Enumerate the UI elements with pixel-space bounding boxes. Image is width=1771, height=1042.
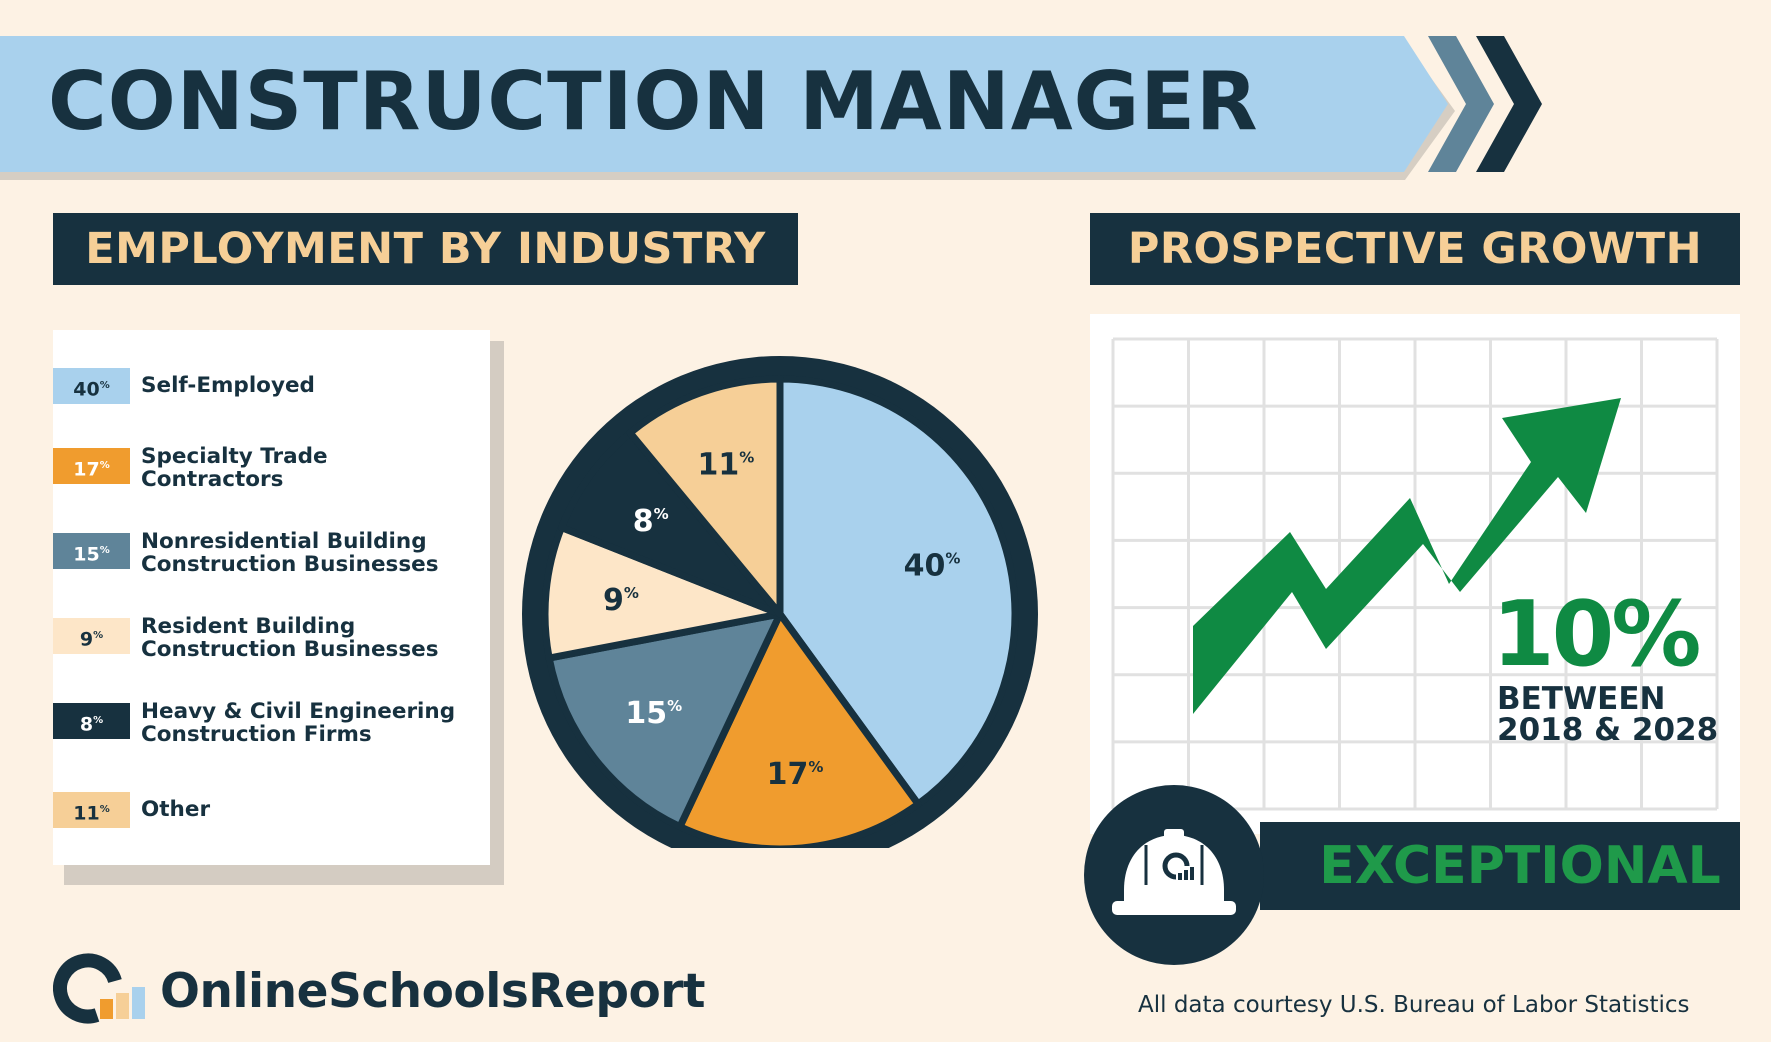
pie-slice-label: 9% (603, 583, 639, 618)
pie-slice (626, 375, 784, 618)
legend-label: Specialty Trade Contractors (141, 445, 486, 491)
growth-period-line2: 2018 & 2028 (1497, 712, 1719, 748)
legend-label: Heavy & Civil Engineering Construction Fi… (141, 700, 486, 746)
pie-slice (541, 523, 784, 662)
employment-pie-chart: 40% 17% 15% 9% 8% 11% (522, 356, 1038, 848)
employment-section-header: EMPLOYMENT BY INDUSTRY (53, 213, 798, 285)
legend-percent-value: 17 (73, 458, 100, 481)
pie-slice (558, 429, 784, 618)
legend-label-line: Construction Firms (141, 722, 372, 747)
growth-value: 10% (1492, 582, 1701, 687)
title-banner (0, 36, 1448, 172)
percent-sign: % (99, 545, 110, 556)
legend-label-line: Heavy & Civil Engineering (141, 699, 456, 724)
growth-arrow-icon (1193, 398, 1621, 714)
pie-slice (776, 375, 1019, 808)
legend-percent-value: 40 (73, 378, 100, 401)
legend-label-line: Self-Employed (141, 373, 315, 398)
pie-slice-label: 40% (904, 549, 961, 584)
brand-name: OnlineSchoolsReport (160, 964, 705, 1019)
legend-percent-badge: 9% (53, 618, 130, 654)
legend-label-line: Specialty Trade (141, 444, 328, 469)
legend-label-line: Nonresidential Building (141, 529, 427, 554)
pie-slice-label: 11% (697, 448, 754, 483)
source-note: All data courtesy U.S. Bureau of Labor S… (1138, 992, 1690, 1018)
legend-label: Resident Building Construction Businesses (141, 615, 486, 661)
legend-card: 40% Self-Employed 17% Specialty Trade Contra… (53, 330, 490, 865)
legend-label: Nonresidential Building Construction Busi… (141, 530, 486, 576)
legend-percent-badge: 8% (53, 703, 130, 739)
percent-sign: % (99, 460, 110, 471)
rating-bar (1260, 822, 1740, 910)
pie-slice-label: 15% (625, 696, 682, 731)
pie-slice (676, 610, 922, 848)
legend-label-line: Resident Building (141, 614, 356, 639)
legend-percent-badge: 11% (53, 792, 130, 828)
growth-period-line1: BETWEEN (1497, 681, 1666, 717)
growth-section-header: PROSPECTIVE GROWTH (1090, 213, 1740, 285)
percent-sign: % (93, 630, 104, 641)
legend-percent-value: 8 (79, 713, 94, 736)
legend-percent-value: 9 (79, 628, 94, 651)
legend-label: Self-Employed (141, 374, 486, 397)
chevron-icon (1428, 36, 1494, 172)
pie-slice (545, 610, 784, 831)
growth-graph (1111, 337, 1719, 811)
brand-logo-icon (53, 953, 145, 1024)
legend-label-line: Construction Businesses (141, 637, 439, 662)
legend-label: Other (141, 798, 486, 821)
legend-percent-value: 11 (73, 802, 100, 825)
chevron-icon (1476, 36, 1542, 172)
hard-hat-icon (1112, 829, 1236, 915)
percent-sign: % (99, 380, 110, 391)
pie-slice-label: 8% (633, 504, 669, 539)
pie-slice-label: 17% (767, 757, 824, 792)
rating-label: EXCEPTIONAL (1319, 836, 1721, 896)
legend-percent-value: 15 (73, 543, 100, 566)
legend-percent-badge: 17% (53, 448, 130, 484)
legend-label-line: Other (141, 797, 211, 822)
legend-label-line: Contractors (141, 467, 284, 492)
legend-label-line: Construction Businesses (141, 552, 439, 577)
percent-sign: % (99, 804, 110, 815)
legend-percent-badge: 15% (53, 533, 130, 569)
legend-percent-badge: 40% (53, 368, 130, 404)
percent-sign: % (93, 715, 104, 726)
page-title: CONSTRUCTION MANAGER (48, 55, 1259, 148)
